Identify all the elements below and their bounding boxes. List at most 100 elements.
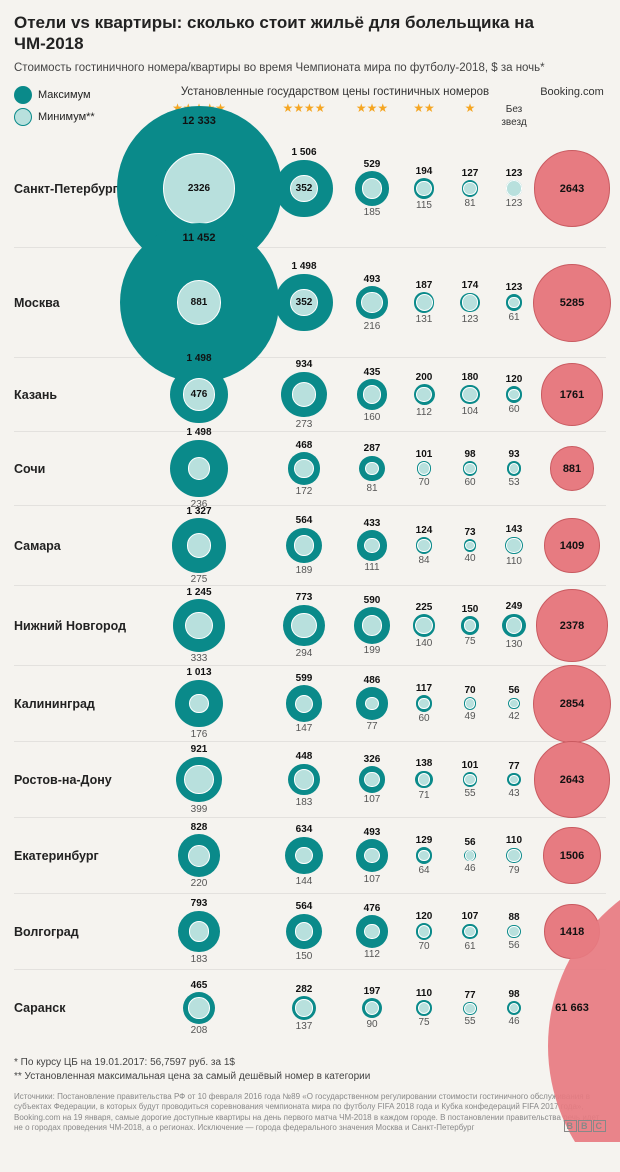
max-value: 197 <box>364 986 381 997</box>
min-value: 130 <box>506 639 523 650</box>
max-value: 73 <box>464 527 475 538</box>
min-circle <box>294 535 314 555</box>
max-value: 1 327 <box>186 506 211 517</box>
bubble: 10170 <box>400 432 448 505</box>
min-value: 43 <box>508 788 519 799</box>
min-value: 150 <box>296 951 313 962</box>
max-value: 493 <box>364 274 381 285</box>
max-value: 120 <box>416 911 433 922</box>
legend-min: Минимум** <box>14 108 134 126</box>
max-value: 11 452 <box>182 232 215 244</box>
bubble-cell: 48677 <box>344 666 400 741</box>
bubble: 1 327 275 <box>134 506 264 585</box>
bubble: 590199 <box>344 586 400 665</box>
bubble-cell: 5646 <box>448 818 492 893</box>
bubble: 934273 <box>264 358 344 431</box>
max-value: 564 <box>296 901 313 912</box>
bubble: 174123 <box>448 248 492 357</box>
bubble: 11760 <box>400 666 448 741</box>
bubble-cell: 448183 <box>264 742 344 817</box>
infographic-container: Отели vs квартиры: сколько стоит жильё д… <box>0 0 620 1142</box>
min-value: 352 <box>296 183 313 194</box>
bubble: 249130 <box>492 586 536 665</box>
hotel-cells: 1 498236468172287811017098609353 <box>134 432 536 505</box>
subtitle: Стоимость гостиничного номера/квартиры в… <box>14 61 606 77</box>
bubble: 123123 <box>492 130 536 247</box>
min-value: 60 <box>418 713 429 724</box>
min-value: 84 <box>418 555 429 566</box>
min-value: 189 <box>296 565 313 576</box>
bubble: 143110 <box>492 506 536 585</box>
min-circle <box>418 462 430 474</box>
bubble: 12964 <box>400 818 448 893</box>
bubble: 465208 <box>134 970 264 1046</box>
bubble: 12781 <box>448 130 492 247</box>
min-value: 79 <box>508 865 519 876</box>
min-value: 147 <box>296 723 313 734</box>
bubble: 529185 <box>344 130 400 247</box>
bubble-cell: 1 498236 <box>134 432 264 505</box>
city-row: Сочи1 498236468172287811017098609353881 <box>14 432 606 506</box>
min-circle <box>465 850 475 860</box>
max-value: 433 <box>364 518 381 529</box>
min-value: 275 <box>191 574 208 585</box>
bubble-cell: 1 245333 <box>134 586 264 665</box>
min-circle <box>507 849 520 862</box>
bubble: 9846 <box>492 970 536 1046</box>
bubble-cell: 10170 <box>400 432 448 505</box>
hotel-cells: 11 4528811 49835249321618713117412312361 <box>134 248 536 357</box>
min-value: 71 <box>418 790 429 801</box>
min-circle <box>508 297 520 309</box>
bubble-cell: 828220 <box>134 818 264 893</box>
city-row: Самара1 32727556418943311112484734014311… <box>14 506 606 586</box>
bubble-cell: 12484 <box>400 506 448 585</box>
city-label: Волгоград <box>14 925 134 939</box>
min-value: 294 <box>296 648 313 659</box>
min-value: 55 <box>464 788 475 799</box>
bubble: 326107 <box>344 742 400 817</box>
city-label: Екатеринбург <box>14 849 134 863</box>
hotel-cells: 92139944818332610713871101557743 <box>134 742 536 817</box>
max-value: 138 <box>416 758 433 769</box>
city-row: Казань1 49847693427343516020011218010412… <box>14 358 606 432</box>
bubble-cell: 634144 <box>264 818 344 893</box>
bubble: 634144 <box>264 818 344 893</box>
max-value: 564 <box>296 515 313 526</box>
bubble: 564 150 <box>264 894 344 969</box>
min-value: 216 <box>364 321 381 332</box>
bubble: 187131 <box>400 248 448 357</box>
min-circle <box>189 694 209 714</box>
bubble-cell: 564 150 <box>264 894 344 969</box>
max-value: 123 <box>506 168 523 179</box>
max-value: 921 <box>191 744 208 755</box>
city-row: Саранск46520828213719790110757755984661 … <box>14 970 606 1046</box>
bubble: 28781 <box>344 432 400 505</box>
min-circle <box>295 695 313 713</box>
legend-min-swatch <box>14 108 32 126</box>
min-value: 60 <box>508 404 519 415</box>
min-circle <box>464 926 476 938</box>
min-value: 40 <box>464 553 475 564</box>
bubble-cell: 180104 <box>448 358 492 431</box>
min-circle <box>292 382 317 407</box>
bubble: 1 013176 <box>134 666 264 741</box>
min-value: 61 <box>464 941 475 952</box>
max-value: 773 <box>296 592 313 603</box>
min-value: 110 <box>506 556 522 567</box>
bubble: 11079 <box>492 818 536 893</box>
city-row: Москва11 4528811 49835249321618713117412… <box>14 248 606 358</box>
min-value: 144 <box>296 876 313 887</box>
bubble-cell: 143110 <box>492 506 536 585</box>
booking-value: 881 <box>563 463 581 475</box>
min-value: 107 <box>364 794 381 805</box>
bubble-cell: 9860 <box>448 432 492 505</box>
bubble-cell: 7755 <box>448 970 492 1046</box>
city-label: Калининград <box>14 697 134 711</box>
max-value: 110 <box>416 988 432 999</box>
min-value: 160 <box>364 412 381 423</box>
booking-header: Booking.com <box>536 86 608 98</box>
min-circle <box>295 847 313 865</box>
bubble: 12361 <box>492 248 536 357</box>
min-circle <box>465 698 475 708</box>
min-value: 273 <box>296 419 313 430</box>
